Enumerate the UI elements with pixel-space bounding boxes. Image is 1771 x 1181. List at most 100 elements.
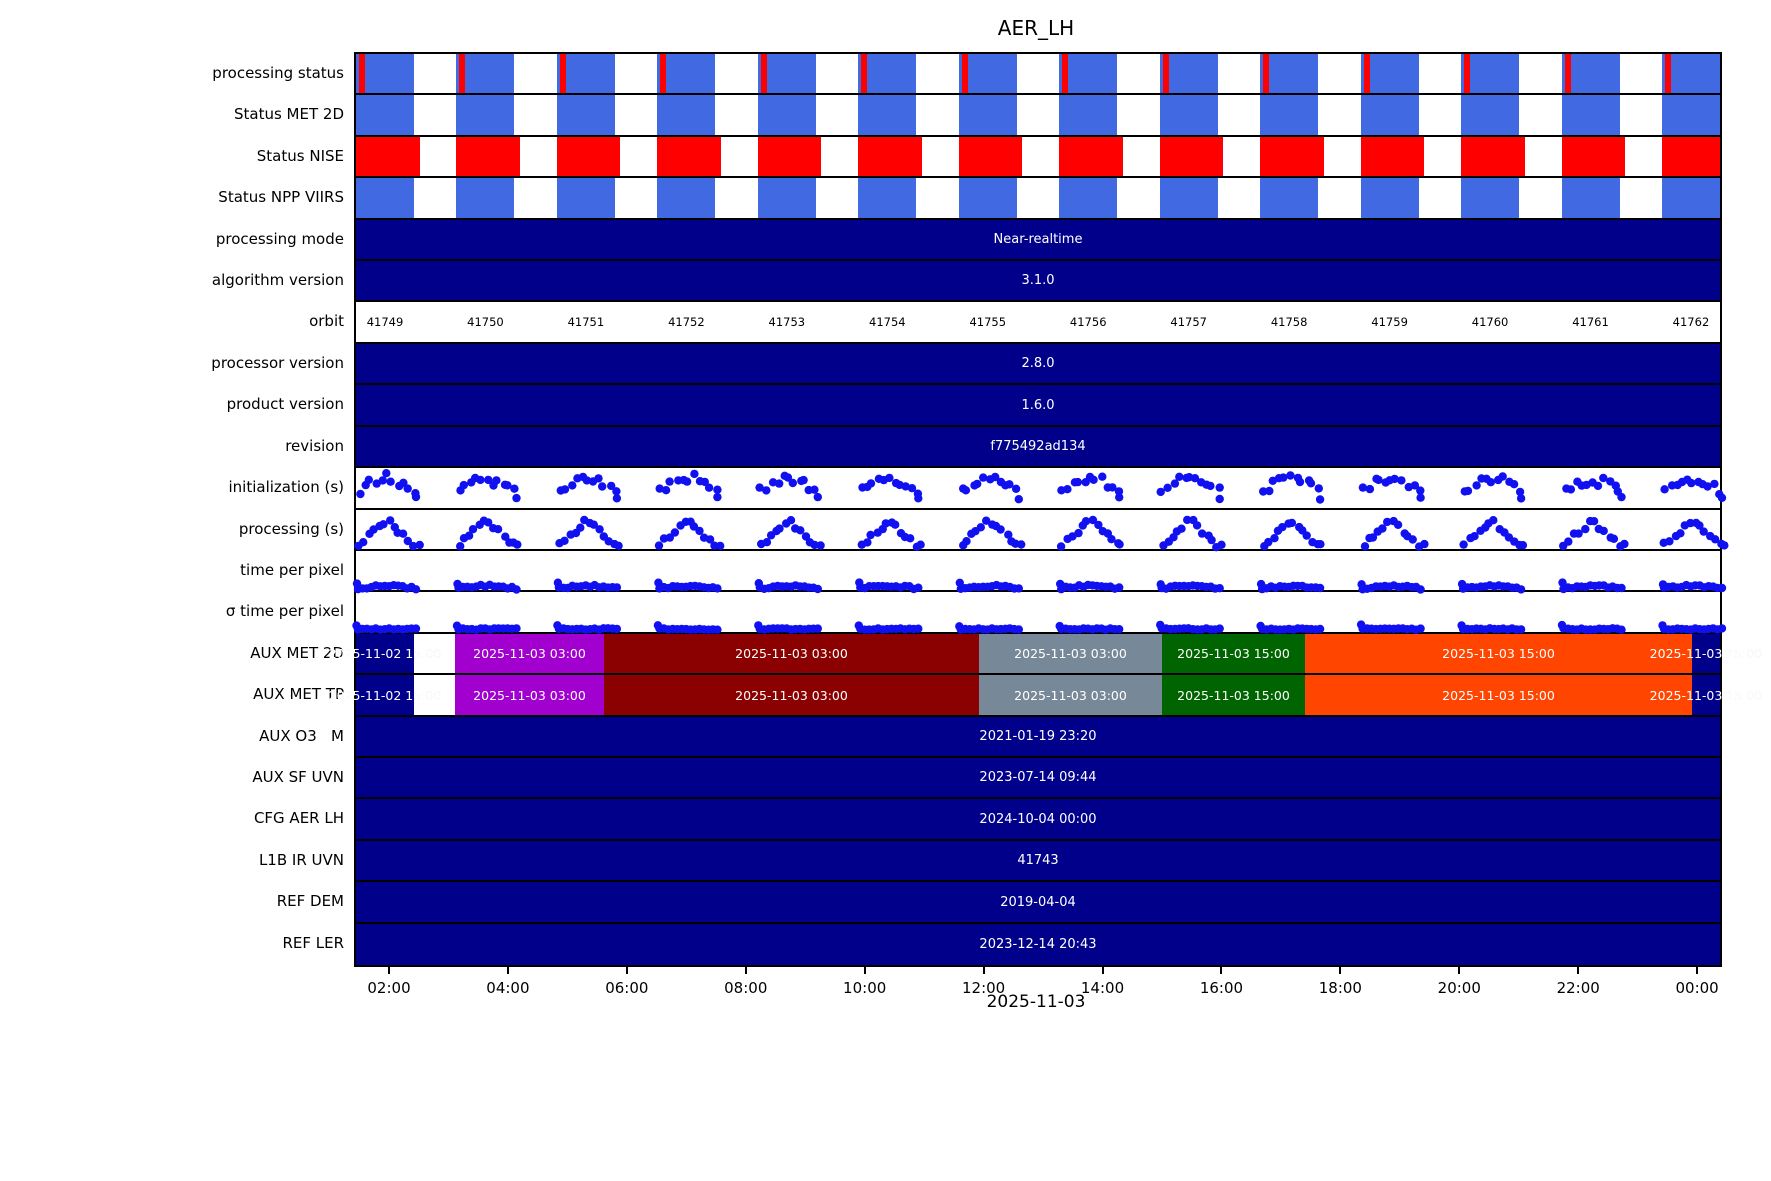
status-block	[1260, 178, 1319, 218]
aux-segment-text: 2025-11-03 03:00	[1014, 687, 1127, 703]
chart-row-text: 2023-07-14 09:44	[356, 758, 1720, 799]
chart-row-orbit: 41749 41750 41751 41752 41753 41754 41755 41756…	[356, 302, 1720, 344]
chart-row-blocks	[356, 95, 1720, 137]
aux-file-segment	[1162, 634, 1305, 673]
status-block	[858, 137, 922, 176]
row-value-text: 2.8.0	[1021, 356, 1055, 371]
x-tick-mark	[506, 967, 509, 974]
chart-row-scatter	[354, 510, 1729, 552]
row-label-processing-mode: processing mode	[215, 229, 344, 248]
status-error-stripe	[1062, 54, 1069, 93]
status-block	[1059, 95, 1118, 135]
status-block	[456, 178, 515, 218]
status-block	[1561, 95, 1620, 135]
status-block	[1360, 54, 1419, 93]
row-value-text: 41743	[1017, 853, 1059, 868]
row-label-revision: revision	[285, 436, 344, 455]
aux-segment-text: 2025-11-03 15:00	[1442, 646, 1555, 661]
status-block	[1159, 137, 1224, 176]
x-tick-mark	[1696, 967, 1699, 974]
status-error-stripe	[1664, 54, 1671, 93]
status-block	[858, 178, 917, 218]
status-error-stripe	[1162, 54, 1169, 93]
status-block	[1059, 54, 1118, 93]
row-label-product-version: product version	[226, 395, 344, 413]
aux-segment-text: 2025-11-03 03:00	[735, 646, 848, 661]
status-error-stripe	[961, 54, 968, 93]
aux-file-segment	[1692, 675, 1720, 715]
orbit-number: 41755	[969, 315, 1007, 329]
aux-segment-text: 2025-11-03 03:00	[1014, 646, 1127, 661]
orbit-number: 41760	[1471, 315, 1509, 329]
row-value-text: 2019-04-04	[1000, 894, 1076, 910]
x-tick-mark	[388, 967, 390, 974]
status-block	[356, 54, 414, 93]
status-block	[757, 95, 816, 135]
status-block	[1360, 137, 1425, 176]
status-block	[958, 178, 1017, 218]
row-label-initialization-s: initialization (s)	[228, 478, 344, 496]
chart-row-text: 2.8.0	[356, 344, 1720, 385]
status-block	[1561, 178, 1620, 218]
chart-row-text: 2023-12-14 20:43	[356, 924, 1720, 965]
status-block	[1661, 95, 1720, 135]
aux-file-segment	[356, 634, 414, 673]
x-axis-date-label: 2025-11-03	[986, 992, 1086, 1012]
status-block	[1561, 137, 1626, 176]
x-tick-mark	[1577, 967, 1580, 974]
aux-segment-text: 2025-11-03 03:00	[473, 646, 586, 661]
status-block	[1360, 178, 1419, 218]
x-tick-label: 06:00	[605, 979, 649, 997]
orbit-number: 41751	[567, 315, 605, 329]
chart-row-segments: 2025-11-02 15:00 2025-11-03 03:00 2025-11-…	[329, 675, 1762, 717]
aux-segment-text: 2025-11-03 15:00	[1177, 646, 1290, 661]
chart-row-text: 2021-01-19 23:20	[356, 717, 1720, 758]
status-block	[958, 137, 1023, 176]
status-block	[1260, 95, 1319, 135]
aux-segment-text: 2025-11-03 15:00	[1442, 687, 1555, 703]
x-tick-label: 12:00	[961, 979, 1006, 997]
aux-segment-text: 2025-11-03 15:00	[1177, 687, 1290, 703]
status-block	[1461, 137, 1525, 176]
orbit-number: 41752	[668, 315, 705, 329]
row-label-algorithm-version: algorithm version	[211, 270, 344, 289]
status-block	[556, 178, 615, 218]
aux-file-segment	[455, 634, 604, 673]
chart-row-scatter	[352, 592, 1727, 634]
orbit-number: 41761	[1572, 315, 1609, 329]
x-tick-mark	[982, 967, 985, 974]
row-label-aux-met-tp: AUX MET TP	[253, 685, 344, 703]
x-tick-mark	[1220, 967, 1223, 974]
aux-segment-text: 2025-11-02 15:00	[328, 687, 442, 703]
aux-file-segment	[1305, 675, 1692, 715]
x-tick-mark	[744, 967, 747, 974]
row-label-processing-s: processing (s)	[238, 519, 344, 538]
scatter-strip-peak	[354, 515, 1729, 552]
orbit-number: 41757	[1170, 315, 1207, 329]
status-block	[1661, 54, 1720, 93]
status-error-stripe	[559, 54, 566, 93]
status-block	[1260, 137, 1324, 176]
x-tick-mark	[863, 967, 866, 974]
x-tick-label: 10:00	[843, 979, 887, 997]
aux-file-segment	[979, 634, 1162, 673]
status-block	[1260, 54, 1319, 93]
status-block	[1661, 137, 1720, 176]
x-tick-label: 18:00	[1318, 979, 1362, 997]
aux-segment-text: 2025-11-03 03:00	[735, 687, 848, 703]
chart-row-scatter	[352, 551, 1727, 594]
row-value-text: Near-realtime	[993, 232, 1083, 247]
chart-row-blocks	[356, 178, 1720, 220]
row-value-text: 2023-07-14 09:44	[979, 770, 1097, 785]
aux-file-segment	[979, 675, 1162, 715]
x-tick-label: 08:00	[724, 979, 768, 997]
row-label-l1b-ir-uvn: L1B IR UVN	[258, 850, 344, 869]
status-block	[456, 54, 515, 93]
row-value-text: 2021-01-19 23:20	[979, 729, 1097, 744]
aux-file-segment	[604, 675, 979, 715]
x-tick-label: 20:00	[1437, 979, 1481, 997]
x-tick-label: 02:00	[367, 979, 411, 997]
scatter-strip-wave	[352, 578, 1727, 594]
orbit-number: 41758	[1270, 315, 1308, 329]
row-label-aux-sf-uvn: AUX SF UVN	[252, 767, 344, 786]
